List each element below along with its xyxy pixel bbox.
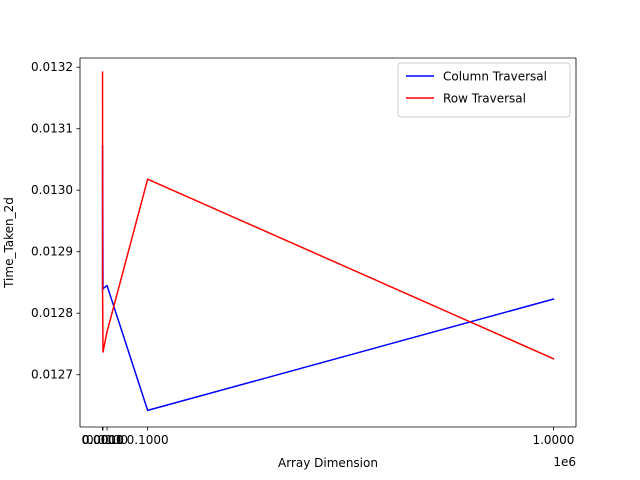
x-tick-label: 1.0000 xyxy=(532,433,574,447)
series-line-column-traversal xyxy=(101,145,555,412)
axes-frame xyxy=(79,57,577,428)
legend-label: Column Traversal xyxy=(443,70,547,84)
x-tick-label: 0.0001 xyxy=(82,433,124,447)
series-lines xyxy=(101,71,555,412)
x-axis-label: Array Dimension xyxy=(278,456,378,470)
x-tick-label: 0.0010 xyxy=(82,433,124,447)
legend: Column Traversal Row Traversal xyxy=(397,62,571,118)
x-axis-offset-text: 1e6 xyxy=(553,455,576,469)
y-axis-label: Time_Taken_2d xyxy=(2,197,16,289)
legend-label: Row Traversal xyxy=(443,92,526,106)
y-tick-label: 0.0132 xyxy=(31,60,73,74)
y-tick-label: 0.0128 xyxy=(31,306,73,320)
y-tick-label: 0.0131 xyxy=(31,122,73,136)
y-axis-ticks: 0.0127 0.0128 0.0129 0.0130 0.0131 0.0132 xyxy=(31,60,80,382)
legend-box xyxy=(397,62,571,118)
y-tick-label: 0.0127 xyxy=(31,368,73,382)
y-tick-label: 0.0130 xyxy=(31,183,73,197)
y-tick-label: 0.0129 xyxy=(31,245,73,259)
x-tick-label: 0.1000 xyxy=(127,433,169,447)
series-line-row-traversal xyxy=(101,71,555,360)
x-tick-label: 0.0000 xyxy=(82,433,124,447)
x-tick-label: 0.0100 xyxy=(86,433,128,447)
